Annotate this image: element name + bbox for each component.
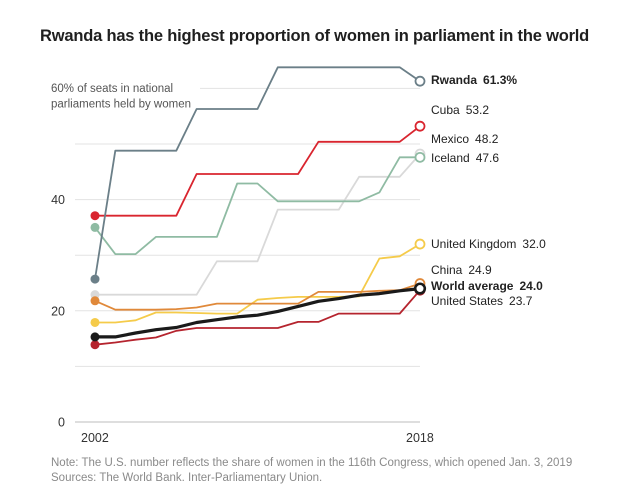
end-point-rwanda <box>414 75 426 87</box>
series-value: 24.0 <box>519 279 543 293</box>
end-point-united-kingdom <box>414 238 426 250</box>
series-line-iceland <box>94 156 421 255</box>
series-value: 48.2 <box>475 132 499 146</box>
start-point-rwanda <box>90 274 100 284</box>
series-value: 24.9 <box>468 263 492 277</box>
start-point-united-kingdom <box>90 317 100 327</box>
series-name: China <box>431 263 463 277</box>
series-value: 61.3% <box>483 73 517 87</box>
series-iceland <box>90 151 426 255</box>
y-tick-label: 0 <box>58 416 65 430</box>
start-point-world-average <box>90 332 100 342</box>
x-axis-ticks: 2002 2018 <box>81 431 434 445</box>
series-label-cuba: Cuba 53.2 <box>431 103 489 117</box>
start-point-united-states <box>90 340 100 350</box>
end-point-cuba <box>414 120 426 132</box>
footnote: Note: The U.S. number reflects the share… <box>51 457 573 469</box>
series-line-world-average <box>93 287 422 339</box>
y-axis-annotation: 60% of seats in national parliaments held… <box>51 83 191 111</box>
series-labels: Rwanda 61.3% Cuba 53.2 Mexico 48.2 Iceland 47.6… <box>431 73 546 308</box>
series-world-average <box>90 282 427 342</box>
start-point-iceland <box>90 222 100 232</box>
series-label-iceland: Iceland 47.6 <box>431 151 499 165</box>
annotation-line: 60% of seats in national <box>51 83 173 95</box>
series-cuba <box>90 120 426 221</box>
series-name: United States <box>431 294 503 308</box>
series-value: 32.0 <box>522 237 546 251</box>
series-rwanda <box>90 66 426 284</box>
series-value: 47.6 <box>476 151 500 165</box>
annotation-line: parliaments held by women <box>51 99 191 111</box>
series-label-china: China 24.9 <box>431 263 492 277</box>
end-point-iceland <box>414 151 426 163</box>
series-line-united-states <box>94 289 421 346</box>
start-point-cuba <box>90 211 100 221</box>
series-label-rwanda: Rwanda 61.3% <box>431 73 517 87</box>
series-name: World average <box>431 279 514 293</box>
series-label-world-average: World average 24.0 <box>431 279 543 293</box>
series-label-united-states: United States 23.7 <box>431 294 533 308</box>
end-point-world-average <box>413 282 427 295</box>
series-name: United Kingdom <box>431 237 516 251</box>
series-label-mexico: Mexico 48.2 <box>431 132 499 146</box>
series-line-cuba <box>94 125 421 217</box>
series-value: 23.7 <box>509 294 533 308</box>
series-united-kingdom <box>90 238 426 327</box>
x-tick-label: 2018 <box>406 431 434 445</box>
line-chart: 0 20 40 2002 2018 60% of seats in national p… <box>51 66 546 445</box>
start-point-china <box>90 296 100 306</box>
chart-title: Rwanda has the highest proportion of wom… <box>40 27 590 45</box>
series-line-mexico <box>94 153 421 296</box>
sources-note: Sources: The World Bank. Inter-Parliamen… <box>51 472 323 484</box>
series-name: Rwanda <box>431 73 477 87</box>
series-name: Cuba <box>431 103 460 117</box>
series-line-rwanda <box>94 66 421 280</box>
series-value: 53.2 <box>466 103 490 117</box>
series-name: Mexico <box>431 132 469 146</box>
y-tick-label: 20 <box>51 304 65 318</box>
gridlines <box>75 87 420 423</box>
y-tick-label: 40 <box>51 193 65 207</box>
series-name: Iceland <box>431 151 470 165</box>
series-line-united-kingdom <box>94 243 421 324</box>
series-lines <box>90 66 427 350</box>
series-line-china <box>94 282 421 311</box>
series-mexico <box>90 148 426 300</box>
series-label-united-kingdom: United Kingdom 32.0 <box>431 237 546 251</box>
x-tick-label: 2002 <box>81 431 109 445</box>
y-axis-ticks: 0 20 40 <box>51 193 65 429</box>
